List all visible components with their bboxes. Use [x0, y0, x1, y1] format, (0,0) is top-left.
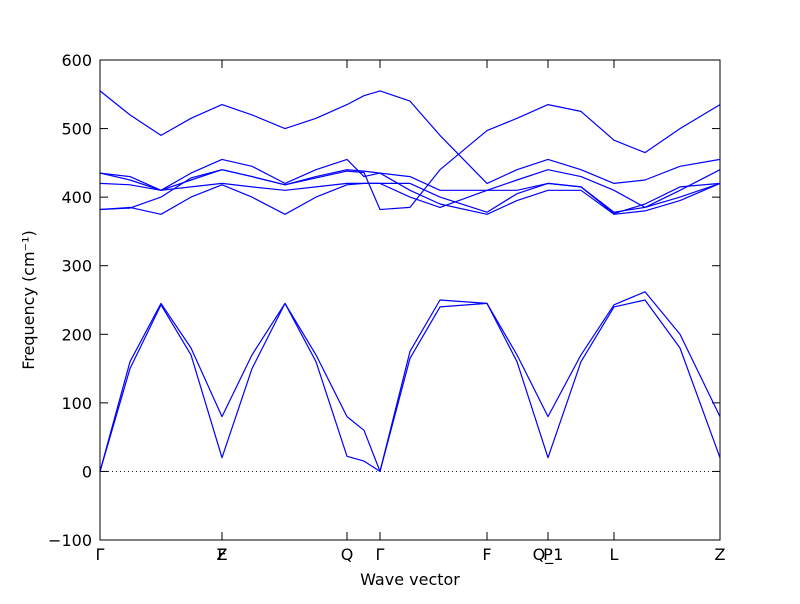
- x-tick-label: Γ: [376, 545, 385, 564]
- x-tick-label: Z: [217, 545, 228, 564]
- band-line: [99, 104, 721, 211]
- y-tick-label: 600: [61, 51, 92, 70]
- x-tick-label: Γ: [96, 545, 105, 564]
- band-line: [99, 182, 721, 215]
- x-axis-label: Wave vector: [360, 570, 460, 589]
- y-tick-label: 500: [61, 120, 92, 139]
- y-tick-label: 400: [61, 188, 92, 207]
- y-tick-label: −100: [48, 531, 92, 550]
- band-line: [99, 90, 721, 184]
- y-tick-label: 100: [61, 394, 92, 413]
- plot-frame: [99, 59, 721, 541]
- y-tick-label: 300: [61, 257, 92, 276]
- x-tick-label: F: [217, 545, 226, 564]
- y-tick-label: 0: [82, 462, 92, 481]
- band-line: [99, 169, 721, 208]
- x-tick-label: F: [482, 545, 491, 564]
- x-tick-label: Z: [715, 545, 726, 564]
- band-line: [99, 291, 721, 472]
- x-tick-label: Q: [341, 545, 354, 564]
- y-axis-label: Frequency (cm⁻¹): [19, 230, 38, 369]
- x-tick-label: L: [610, 545, 619, 564]
- x-tick-label: Q_1: [533, 545, 564, 565]
- x-tick-label: P: [543, 545, 553, 564]
- y-tick-label: 200: [61, 325, 92, 344]
